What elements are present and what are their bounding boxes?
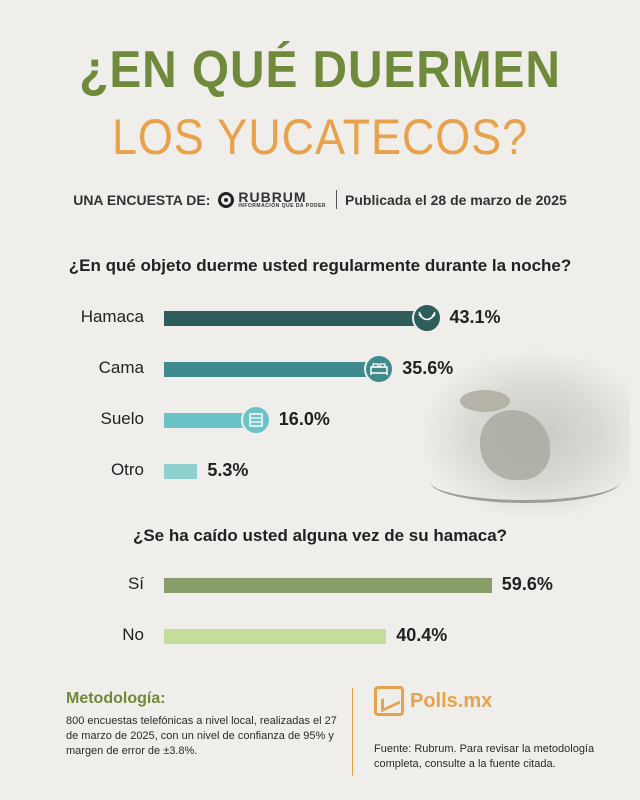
footer-divider xyxy=(352,688,353,776)
bar xyxy=(164,413,265,428)
hammock-photo xyxy=(420,350,630,520)
bar-label: Suelo xyxy=(100,409,144,428)
source-text: Fuente: Rubrum. Para revisar la metodolo… xyxy=(374,743,595,770)
polls-brand: Polls.mx xyxy=(410,689,493,712)
bar-value-label: 5.3% xyxy=(207,460,249,480)
bar xyxy=(164,578,492,593)
mat-icon xyxy=(240,405,271,435)
survey-by-label: UNA ENCUESTA DE: xyxy=(73,191,211,208)
published-date: Publicada el 28 de marzo de 2025 xyxy=(345,191,567,208)
methodology-title: Metodología: xyxy=(66,690,166,707)
hammock-icon xyxy=(411,303,442,333)
chart2-title: ¿Se ha caído usted alguna vez de su hama… xyxy=(132,526,508,545)
bed-icon xyxy=(364,354,395,384)
main-title-line2: LOS YUCATECOS? xyxy=(111,109,529,165)
main-title-line1: ¿EN QUÉ DUERMEN xyxy=(79,41,561,99)
bar xyxy=(164,464,198,479)
bar xyxy=(164,629,387,644)
bar-value-label: 59.6% xyxy=(501,574,553,594)
bar-label: Cama xyxy=(98,358,144,377)
bar-value-label: 16.0% xyxy=(278,409,330,429)
polls-chart-icon xyxy=(374,686,404,716)
bar xyxy=(164,311,436,326)
bar-label: No xyxy=(122,625,144,644)
rubrum-brand: RUBRUM xyxy=(238,189,307,205)
bar-value-label: 43.1% xyxy=(449,307,501,327)
methodology-text: 800 encuestas telefónicas a nivel local,… xyxy=(66,715,337,757)
bar-label: Hamaca xyxy=(80,307,144,326)
bar-label: Sí xyxy=(127,574,144,593)
chart1-title: ¿En qué objeto duerme usted regularmente… xyxy=(68,256,572,275)
polls-logo: Polls.mx xyxy=(374,686,492,716)
byline: UNA ENCUESTA DE: RUBRUM INFORMACIÓN QUE … xyxy=(0,190,640,209)
bar-value-label: 35.6% xyxy=(402,358,454,378)
bar-label: Otro xyxy=(110,460,144,479)
bar-value-label: 40.4% xyxy=(396,625,448,645)
bar xyxy=(164,362,389,377)
rubrum-logo: RUBRUM INFORMACIÓN QUE DA PODER xyxy=(218,189,338,209)
rubrum-tagline: INFORMACIÓN QUE DA PODER xyxy=(238,203,327,209)
rubrum-logo-icon xyxy=(218,191,235,208)
